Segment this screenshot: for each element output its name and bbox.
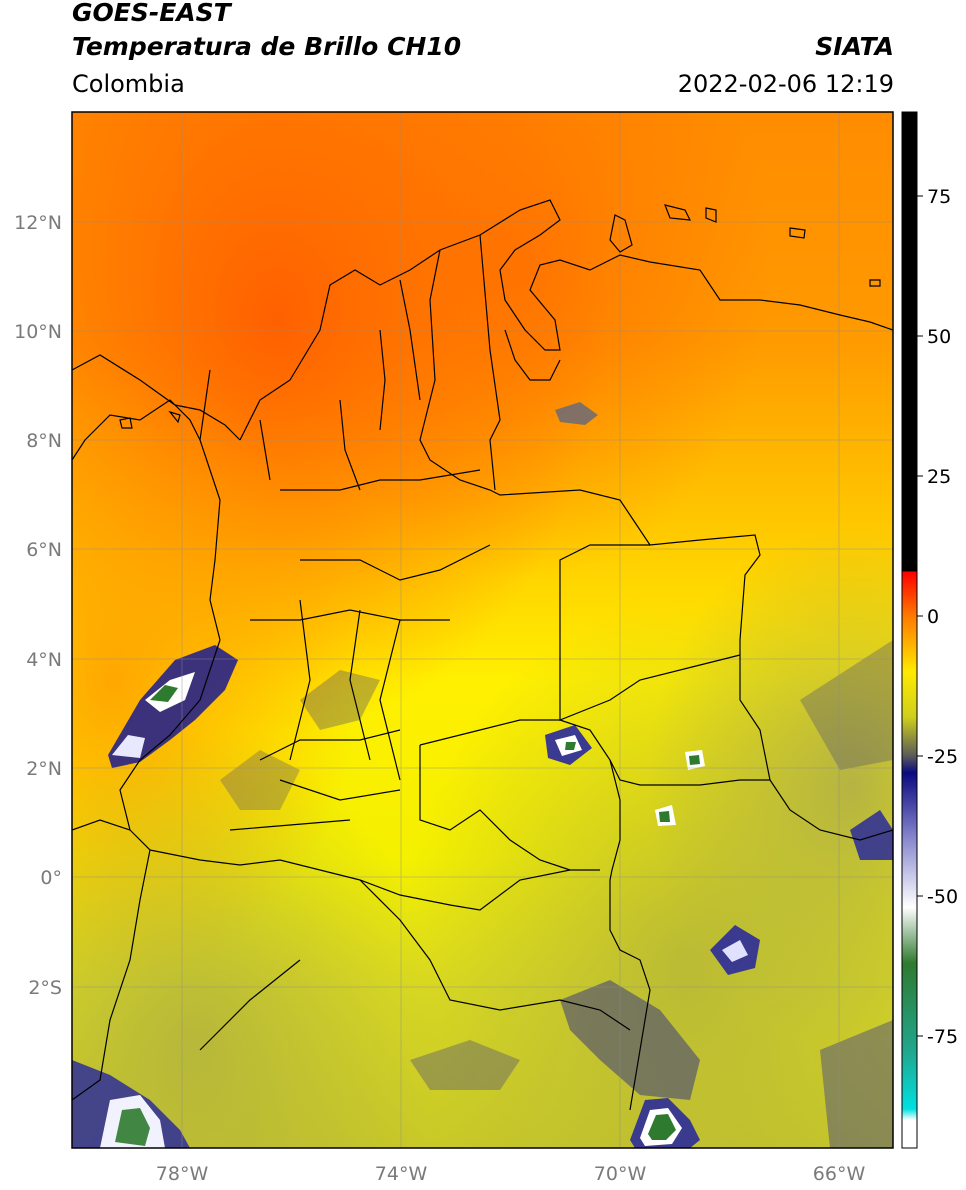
lat-tick-label: 2°N <box>26 758 62 780</box>
colorbar-tick-label: 50 <box>927 326 951 348</box>
colorbar-tick-label: -25 <box>927 746 958 768</box>
colorbar-tick-label: 75 <box>927 186 951 208</box>
satellite-title: GOES-EAST <box>72 0 231 27</box>
datetime-label: 2022-02-06 12:19 <box>677 70 894 98</box>
lat-tick-label: 0° <box>40 867 62 889</box>
colorbar-tick-label: 0 <box>927 606 939 628</box>
lat-tick-label: 10°N <box>14 321 62 343</box>
coastlines-and-borders <box>72 199 893 1111</box>
colorbar-gradient <box>902 112 917 1148</box>
colorbar-tick-label: -75 <box>927 1026 958 1048</box>
brightness-temperature-field <box>72 112 893 1148</box>
lat-tick-label: 12°N <box>14 212 62 234</box>
lon-tick-label: 78°W <box>156 1163 209 1185</box>
lon-tick-label: 66°W <box>813 1163 866 1185</box>
product-title: Temperatura de Brillo CH10 <box>72 32 462 61</box>
cloud-cells <box>72 402 893 1148</box>
lon-tick-label: 70°W <box>594 1163 647 1185</box>
lat-tick-label: 2°S <box>28 977 62 999</box>
colorbar-tick-label: -50 <box>927 886 958 908</box>
latitude-ticks: 12°N 10°N 8°N 6°N 4°N 2°N 0° 2°S <box>14 212 62 999</box>
lat-tick-label: 8°N <box>26 430 62 452</box>
longitude-ticks: 78°W 74°W 70°W 66°W <box>156 1163 866 1185</box>
colorbar: 75 50 25 0 -25 -50 -75 <box>901 111 958 1149</box>
brand-label: SIATA <box>815 32 894 61</box>
lon-tick-label: 74°W <box>375 1163 428 1185</box>
colorbar-frame <box>901 111 918 1149</box>
colorbar-tick-label: 25 <box>927 466 951 488</box>
lat-tick-label: 6°N <box>26 539 62 561</box>
colorbar-ticks: 75 50 25 0 -25 -50 -75 <box>917 186 958 1048</box>
lat-tick-label: 4°N <box>26 649 62 671</box>
map-frame <box>71 111 894 1149</box>
region-label: Colombia <box>72 70 185 98</box>
